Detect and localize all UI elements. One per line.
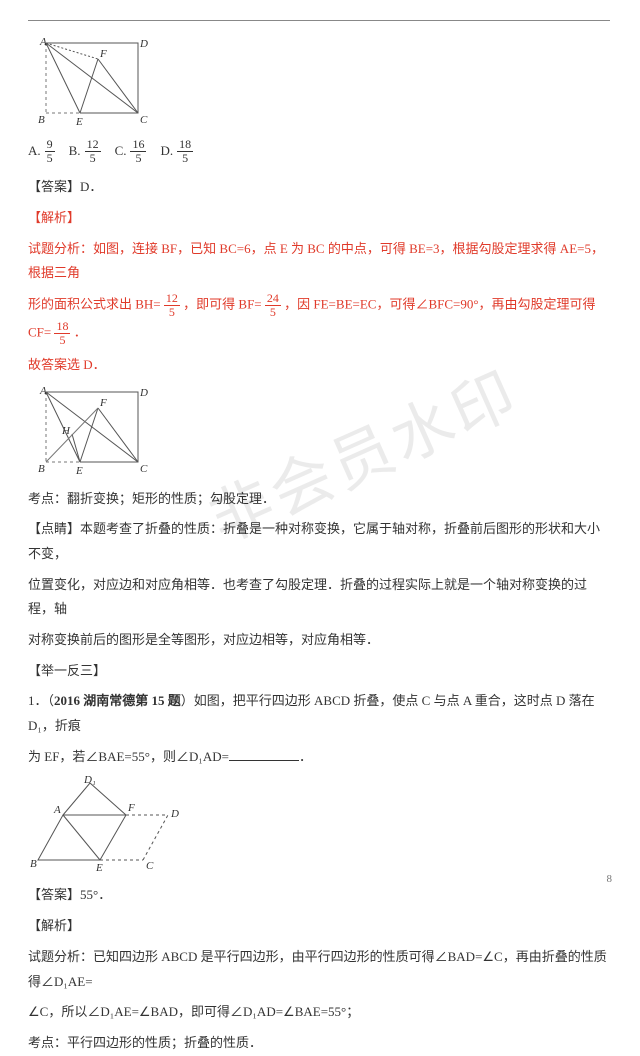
fig3-label-D1: D₁ bbox=[83, 775, 96, 786]
analysis2-header: 【解析】 bbox=[28, 914, 610, 939]
af1d: 5 bbox=[167, 306, 177, 319]
option-C: C. 165 bbox=[115, 138, 147, 165]
fig2-label-H: H bbox=[61, 425, 71, 437]
fig2-label-F: F bbox=[99, 397, 107, 409]
dianqing-1: 【点睛】本题考查了折叠的性质：折叠是一种对称变换，它属于轴对称，折叠前后图形的形… bbox=[28, 517, 610, 566]
analysis-l2a: 形的面积公式求出 BH= bbox=[28, 297, 161, 312]
fig1-label-E: E bbox=[75, 116, 83, 128]
p1e: ． bbox=[299, 749, 312, 764]
fig3-label-D: D bbox=[170, 808, 179, 820]
fig2-label-D: D bbox=[139, 387, 148, 399]
problem-1-line2: 为 EF，若∠BAE=55°，则∠D₁AD= ． bbox=[28, 745, 610, 770]
page-number: 8 bbox=[607, 869, 613, 890]
fig3-label-F: F bbox=[127, 802, 135, 814]
kaodian-1: 考点：翻折变换；矩形的性质；勾股定理． bbox=[28, 487, 610, 512]
dianqing-2: 位置变化，对应边和对应角相等．也考查了勾股定理．折叠的过程实际上就是一个轴对称变… bbox=[28, 573, 610, 622]
option-A: A. 95 bbox=[28, 138, 55, 165]
opt-B-num: 12 bbox=[85, 138, 101, 152]
problem-1-line1: 1．（2016 湖南常德第 15 题）如图，把平行四边形 ABCD 折叠，使点 … bbox=[28, 689, 610, 738]
af1n: 12 bbox=[164, 292, 180, 306]
answer-blank bbox=[229, 747, 299, 761]
fig1-label-D: D bbox=[139, 38, 148, 50]
opt-D-num: 18 bbox=[177, 138, 193, 152]
analysis-l2d: ． bbox=[74, 324, 87, 339]
p1d: 为 EF，若∠BAE=55°，则∠D₁AD= bbox=[28, 749, 229, 764]
fig2-label-C: C bbox=[140, 463, 148, 475]
af3d: 5 bbox=[57, 334, 67, 347]
af2n: 24 bbox=[265, 292, 281, 306]
top-rule bbox=[28, 20, 610, 21]
opt-A-num: 9 bbox=[45, 138, 55, 152]
fig2-label-A: A bbox=[39, 385, 47, 397]
option-A-letter: A. bbox=[28, 139, 41, 164]
option-C-letter: C. bbox=[115, 139, 127, 164]
analysis2-l2: ∠C，所以∠D₁AE=∠BAD，即可得∠D₁AD=∠BAE=55°； bbox=[28, 1000, 610, 1025]
dianqing-3: 对称变换前后的图形是全等图形，对应边相等，对应角相等． bbox=[28, 628, 610, 653]
option-B-letter: B. bbox=[69, 139, 81, 164]
fig3-label-E: E bbox=[95, 862, 103, 874]
figure-1: A D B E C F bbox=[28, 35, 610, 130]
fig1-label-B: B bbox=[38, 114, 45, 126]
kaodian-2: 考点：平行四边形的性质；折叠的性质． bbox=[28, 1031, 610, 1056]
fig2-label-E: E bbox=[75, 465, 83, 477]
analysis-line2: 形的面积公式求出 BH= 125 ，即可得 BF= 245 ，因 FE=BE=E… bbox=[28, 292, 610, 347]
analysis-line1: 试题分析：如图，连接 BF，已知 BC=6，点 E 为 BC 的中点，可得 BE… bbox=[28, 237, 610, 286]
option-B: B. 125 bbox=[69, 138, 101, 165]
options-row: A. 95 B. 125 C. 165 D. 185 bbox=[28, 138, 610, 165]
figure-2: A D B E C F H bbox=[28, 384, 610, 479]
fig3-label-B: B bbox=[30, 858, 37, 870]
p1b: 2016 湖南常德第 15 题 bbox=[54, 693, 181, 708]
fig2-label-B: B bbox=[38, 463, 45, 475]
opt-C-den: 5 bbox=[133, 152, 143, 165]
opt-B-den: 5 bbox=[88, 152, 98, 165]
fig1-label-F: F bbox=[99, 48, 107, 60]
af2d: 5 bbox=[268, 306, 278, 319]
af3n: 18 bbox=[54, 320, 70, 334]
fig1-label-C: C bbox=[140, 114, 148, 126]
analysis-line3: 故答案选 D． bbox=[28, 353, 610, 378]
opt-C-num: 16 bbox=[130, 138, 146, 152]
analysis-header: 【解析】 bbox=[28, 206, 610, 231]
option-D: D. 185 bbox=[160, 138, 193, 165]
opt-A-den: 5 bbox=[45, 152, 55, 165]
fig1-label-A: A bbox=[39, 36, 47, 48]
p1a: 1．（ bbox=[28, 693, 54, 708]
opt-D-den: 5 bbox=[180, 152, 190, 165]
analysis-l2b: ，即可得 BF= bbox=[183, 297, 261, 312]
option-D-letter: D. bbox=[160, 139, 173, 164]
figure-3: A B C D D₁ E F bbox=[28, 775, 610, 875]
fig3-label-C: C bbox=[146, 860, 154, 872]
analysis2-l1: 试题分析：已知四边形 ABCD 是平行四边形，由平行四边形的性质可得∠BAD=∠… bbox=[28, 945, 610, 994]
fig3-label-A: A bbox=[53, 804, 61, 816]
answer-line: 【答案】D． bbox=[28, 175, 610, 200]
jyfs-header: 【举一反三】 bbox=[28, 659, 610, 684]
answer-2: 【答案】55°． bbox=[28, 883, 610, 908]
